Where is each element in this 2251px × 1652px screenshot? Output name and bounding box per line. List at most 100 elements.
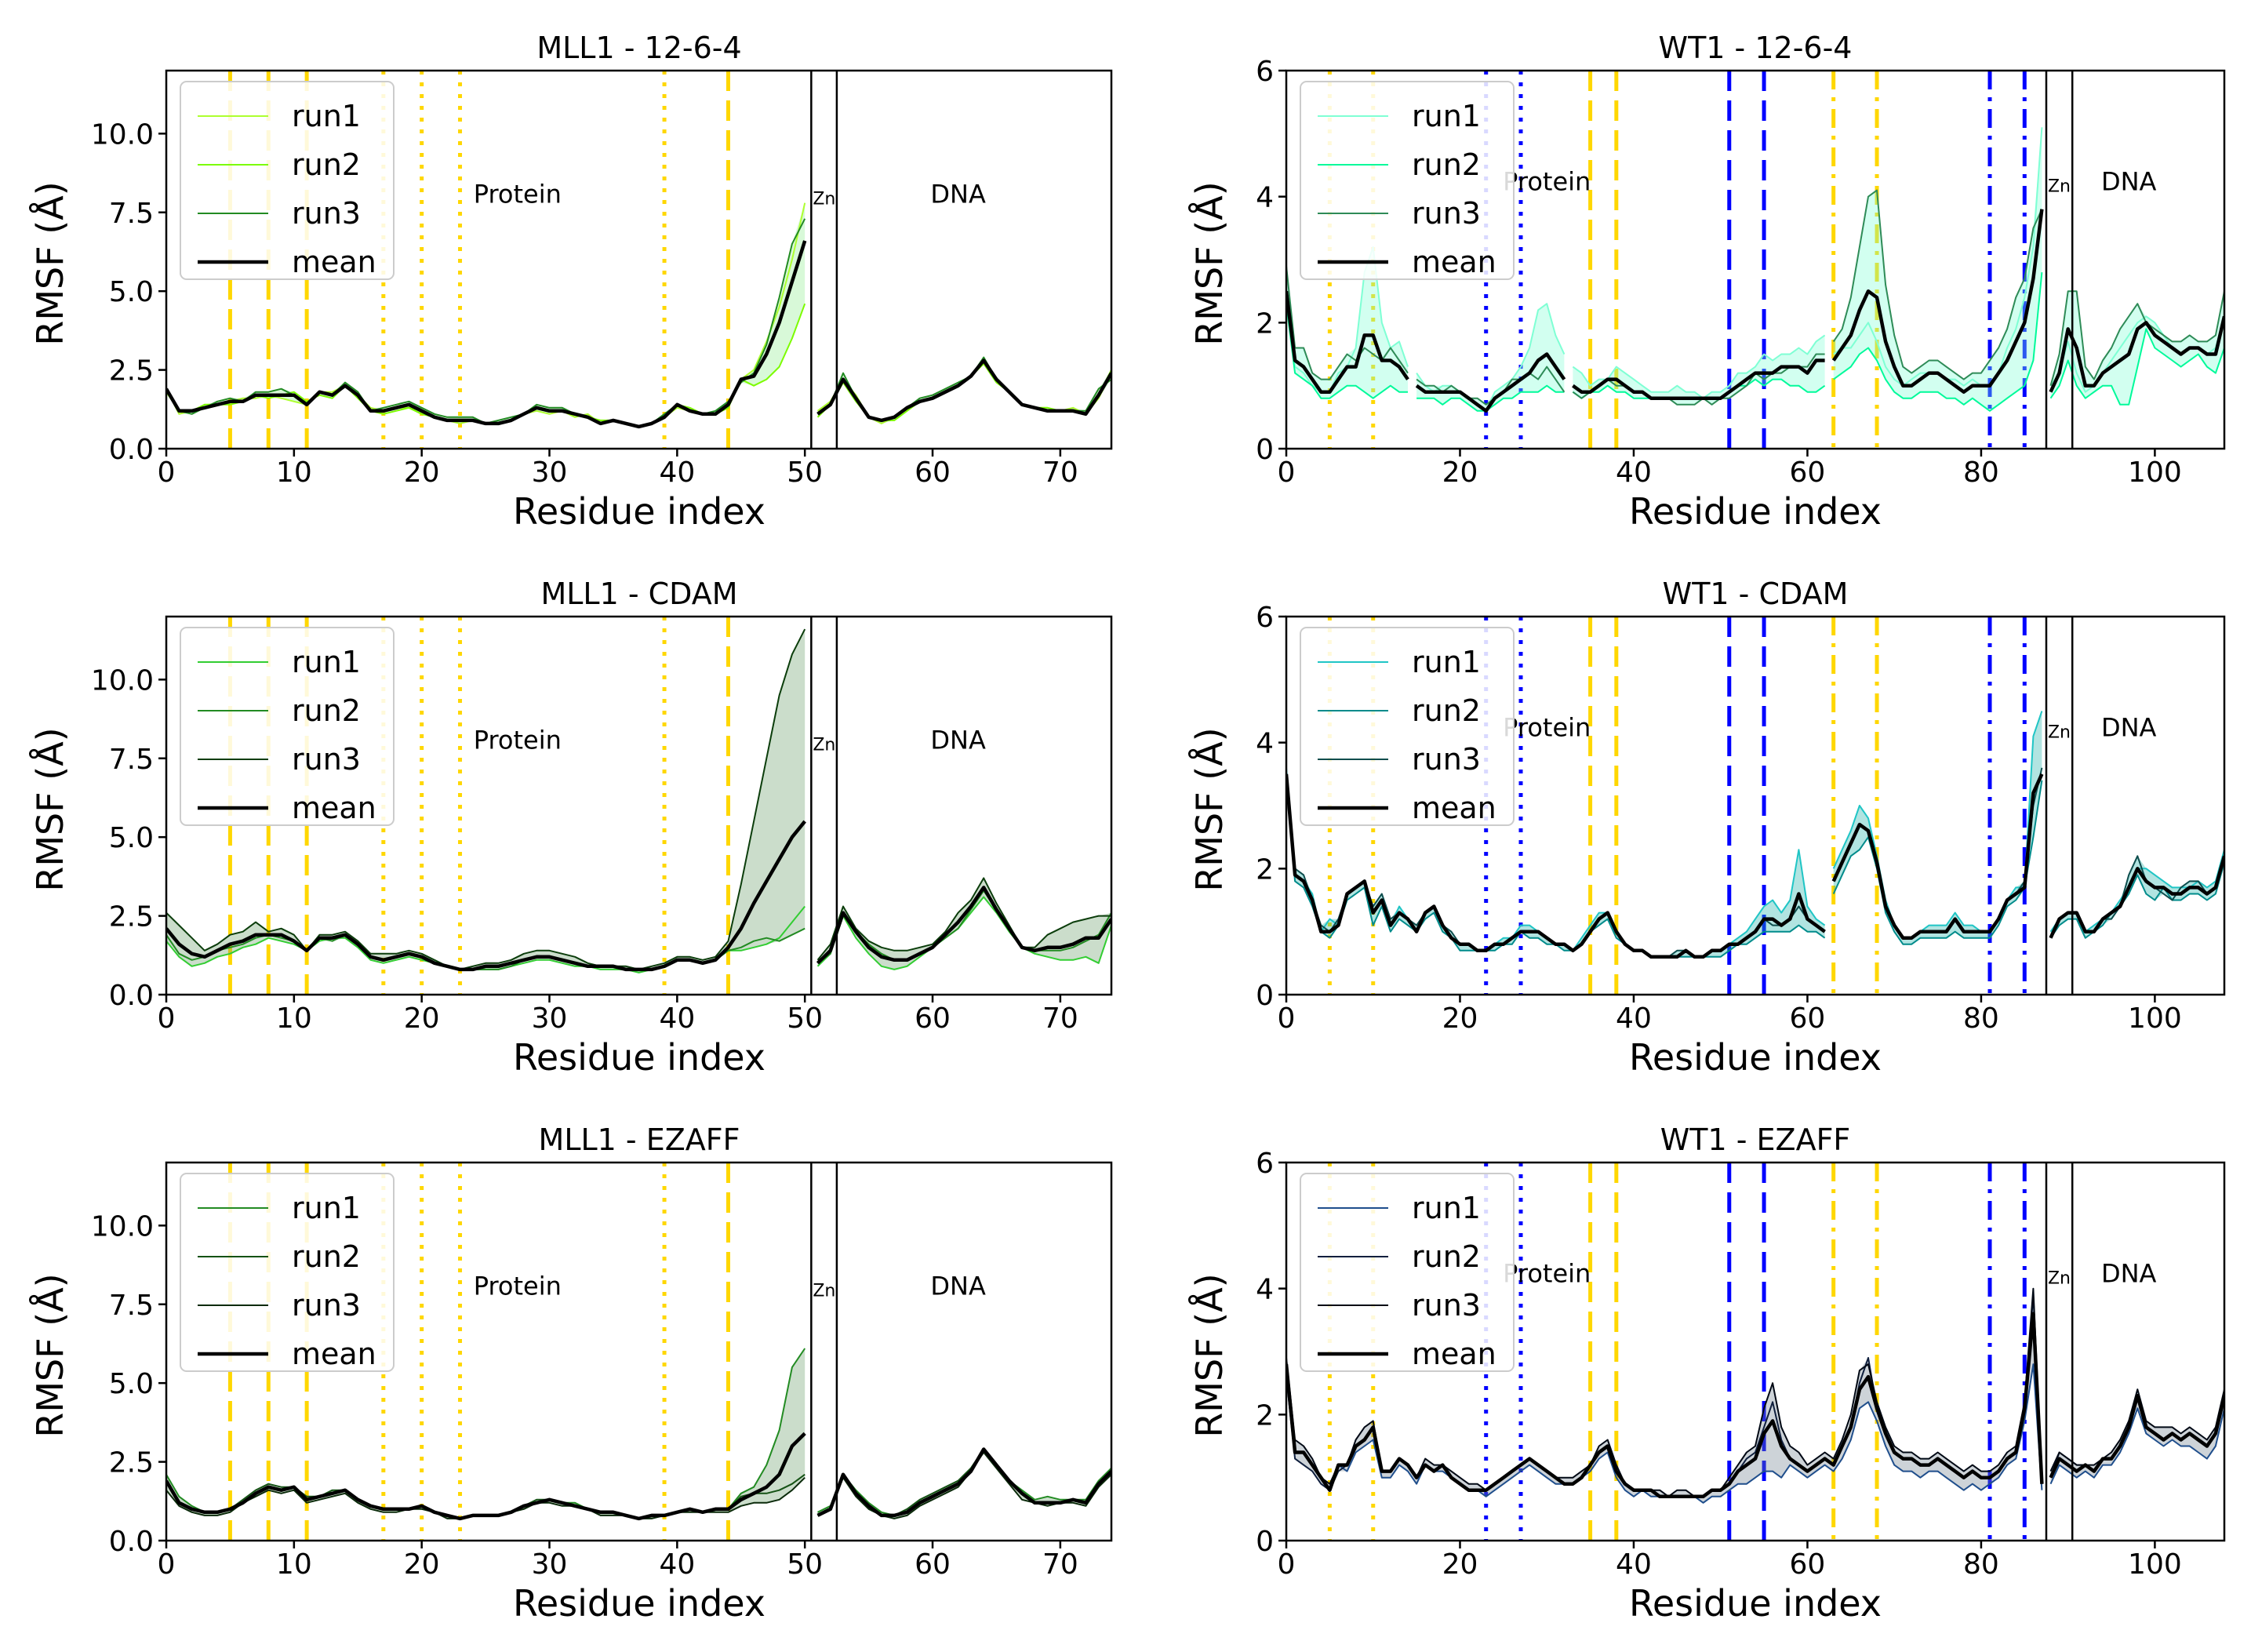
y-axis-label: RMSF (Å) [29, 1273, 71, 1437]
region-label-zn: Zn [813, 190, 835, 209]
region-label-zn: Zn [2048, 177, 2071, 197]
y-axis-label: RMSF (Å) [29, 181, 71, 345]
x-tick-label: 20 [1442, 1002, 1478, 1035]
legend-label-mean: mean [292, 791, 376, 825]
series-line-run2 [2049, 328, 2224, 406]
region-label-protein: Protein [474, 726, 562, 755]
x-tick-label: 0 [1278, 457, 1296, 489]
x-tick-label: 0 [1278, 1002, 1296, 1035]
x-tick-label: 20 [1442, 457, 1478, 489]
legend-label-run1: run1 [292, 1191, 361, 1225]
panel-wt1-cdam: WT1 - CDAM Residue index RMSF (Å) Protei… [1188, 577, 2226, 1079]
series-line-mean [166, 240, 807, 429]
legend-label-run3: run3 [1412, 196, 1481, 231]
y-tick-label: 2 [1256, 307, 1274, 340]
legend-box [1300, 627, 1515, 826]
panel-title: WT1 - CDAM [1663, 577, 1849, 611]
panel-title: MLL1 - EZAFF [539, 1123, 740, 1157]
x-tick-label: 70 [1042, 457, 1078, 489]
legend-label-run2: run2 [292, 1239, 361, 1274]
x-axis-label: Residue index [513, 490, 765, 533]
region-label-dna: DNA [2101, 167, 2157, 197]
spread-band [817, 878, 1111, 970]
y-tick-label: 2.5 [109, 355, 154, 388]
y-tick-label: 5.0 [109, 276, 154, 308]
legend-label-run2: run2 [1412, 693, 1481, 728]
legend-label-run3: run3 [292, 196, 361, 231]
series-line-run3 [1286, 265, 1409, 380]
y-tick-label: 7.5 [109, 744, 154, 776]
series-line-mean [1831, 773, 2044, 940]
series-line-run2 [1833, 272, 2043, 412]
panel-mll1-cdam: MLL1 - CDAM Residue index RMSF (Å) Prote… [29, 577, 1113, 1079]
y-tick-label: 4 [1256, 1274, 1274, 1306]
region-label-protein: Protein [1503, 713, 1591, 743]
series-line-run2 [2049, 862, 2224, 939]
legend-label-mean: mean [292, 245, 376, 279]
y-tick-label: 2.5 [109, 1447, 154, 1479]
x-axis-label: Residue index [513, 1036, 765, 1079]
plot-frame [1285, 69, 2226, 450]
x-tick-label: 50 [787, 457, 823, 489]
y-axis-label: RMSF (Å) [1188, 1273, 1231, 1437]
legend-box [180, 1173, 395, 1372]
series-line-run3 [2049, 1388, 2224, 1472]
y-tick-label: 2.5 [109, 901, 154, 933]
legend-box [1300, 81, 1515, 280]
panel-wt1-1264: WT1 - 12-6-4 Residue index RMSF (Å) Prot… [1188, 31, 2226, 533]
panel-title: MLL1 - CDAM [540, 577, 737, 611]
x-axis-label: Residue index [1629, 1582, 1882, 1625]
x-axis-label: Residue index [513, 1582, 765, 1625]
y-tick-label: 4 [1256, 182, 1274, 214]
x-tick-label: 10 [276, 1548, 312, 1581]
y-tick-label: 7.5 [109, 198, 154, 230]
y-axis-label: RMSF (Å) [29, 727, 71, 891]
y-axis-label: RMSF (Å) [1188, 181, 1231, 345]
x-tick-label: 80 [1963, 457, 1999, 489]
legend-box [180, 81, 395, 280]
y-tick-label: 10.0 [91, 1210, 154, 1243]
legend-label-run1: run1 [1412, 1191, 1481, 1225]
legend-box [1300, 1173, 1515, 1372]
region-label-dna: DNA [2101, 713, 2157, 743]
y-tick-label: 2 [1256, 1399, 1274, 1432]
x-tick-label: 20 [1442, 1548, 1478, 1581]
spread-band [1416, 304, 1565, 411]
series-line-run3 [2049, 290, 2224, 386]
y-tick-label: 10.0 [91, 118, 154, 151]
y-tick-label: 0.0 [109, 434, 154, 466]
x-tick-label: 40 [659, 1002, 695, 1035]
plot-frame [165, 1161, 1113, 1542]
series-line-run3 [1572, 353, 1825, 406]
x-tick-label: 0 [158, 1548, 176, 1581]
y-axis-label: RMSF (Å) [1188, 727, 1231, 891]
y-tick-label: 2 [1256, 853, 1274, 886]
x-tick-label: 80 [1963, 1002, 1999, 1035]
series-line-mean [1415, 352, 1566, 413]
plot-frame [1285, 1161, 2226, 1542]
legend-label-run1: run1 [1412, 99, 1481, 133]
region-label-protein: Protein [1503, 1259, 1591, 1289]
legend-label-run3: run3 [1412, 742, 1481, 777]
plot-area [1286, 617, 2224, 995]
x-tick-label: 40 [1616, 457, 1652, 489]
series-line-mean [1572, 358, 1825, 400]
y-tick-label: 0 [1256, 1526, 1274, 1558]
series-line-mean [816, 886, 1111, 965]
legend-label-run2: run2 [292, 693, 361, 728]
plot-frame [165, 615, 1113, 996]
x-tick-label: 0 [158, 457, 176, 489]
y-tick-label: 5.0 [109, 822, 154, 854]
series-line-mean [1831, 209, 2044, 394]
y-tick-label: 6 [1256, 602, 1274, 634]
x-tick-label: 60 [1790, 457, 1826, 489]
legend-label-mean: mean [1412, 1337, 1496, 1371]
y-tick-label: 0.0 [109, 1526, 154, 1558]
series-line-mean [1286, 1312, 2044, 1499]
region-label-zn: Zn [2048, 723, 2071, 743]
x-axis-label: Residue index [1629, 1036, 1882, 1079]
panel-title: WT1 - EZAFF [1660, 1123, 1851, 1157]
plot-area [1286, 71, 2224, 449]
y-tick-label: 6 [1256, 56, 1274, 88]
panel-title: WT1 - 12-6-4 [1659, 31, 1853, 65]
